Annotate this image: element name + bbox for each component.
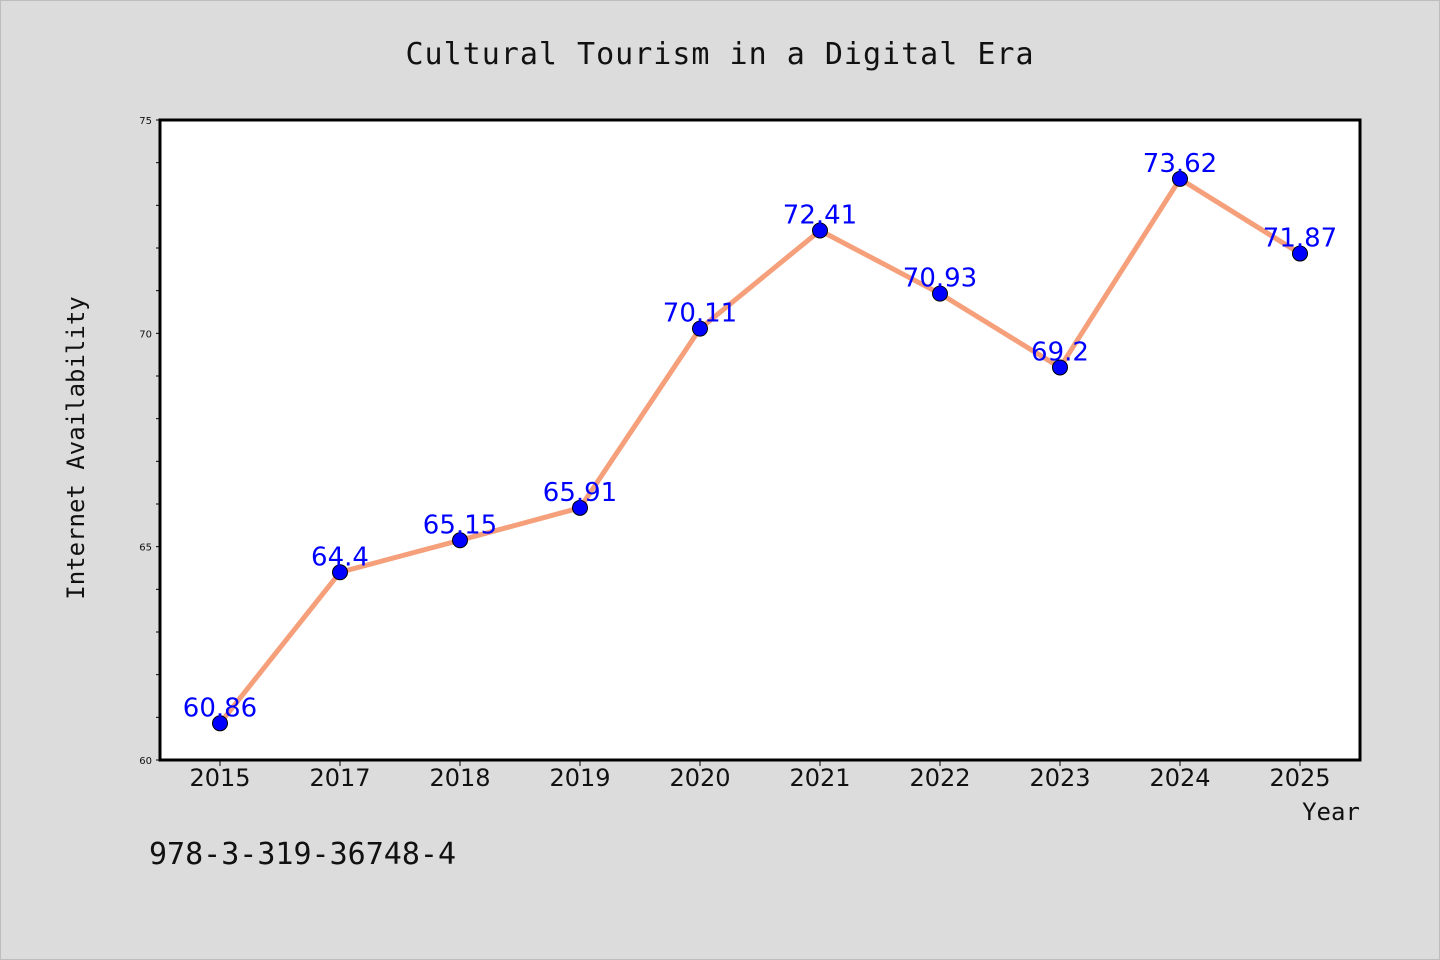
chart-title: Cultural Tourism in a Digital Era	[405, 37, 1034, 72]
data-point	[1172, 170, 1188, 187]
y-tick-label: 70	[139, 329, 152, 340]
data-point	[332, 564, 348, 581]
data-label: 69.2	[1031, 337, 1089, 367]
x-axis-ticks: 2015 2017 2018 2019 2020 2021 2022 2023 2024 2025	[189, 760, 1331, 792]
data-point	[932, 285, 948, 302]
data-markers	[212, 170, 1308, 732]
x-tick-label: 2025	[1269, 764, 1330, 792]
plot-area	[160, 120, 1360, 760]
x-tick-label: 2023	[1029, 764, 1090, 792]
y-tick-label: 65	[139, 543, 152, 554]
footer-code: 978-3-319-36748-4	[149, 837, 456, 872]
data-point	[692, 320, 708, 337]
x-tick-label: 2021	[789, 764, 850, 792]
x-axis-label: Year	[1302, 798, 1360, 826]
x-tick-label: 2020	[669, 764, 730, 792]
data-label: 60.86	[183, 693, 257, 723]
data-label: 65.91	[543, 478, 617, 508]
data-label: 65.15	[423, 510, 497, 540]
x-tick-label: 2017	[309, 764, 370, 792]
data-label: 64.4	[311, 542, 369, 572]
x-tick-label: 2022	[909, 764, 970, 792]
data-label: 70.11	[663, 299, 737, 329]
series-line	[217, 176, 1303, 726]
data-label: 70.93	[903, 264, 977, 294]
y-tick-label: 75	[139, 116, 152, 127]
data-label: 73.62	[1143, 149, 1217, 179]
plot-frame	[158, 118, 1362, 762]
x-tick-label: 2024	[1149, 764, 1210, 792]
x-tick-label: 2015	[189, 764, 250, 792]
data-label: 71.87	[1263, 224, 1337, 254]
data-point	[572, 499, 588, 516]
data-label: 72.41	[783, 201, 857, 231]
data-point	[812, 222, 828, 239]
y-axis-label: Internet Availability	[62, 296, 90, 599]
data-labels: 60.86 64.4 65.15 65.91 70.11 72.41 70.93 69.2 73…	[183, 149, 1337, 723]
data-point	[1052, 359, 1068, 376]
data-point	[452, 532, 468, 549]
y-tick-label: 60	[139, 756, 152, 767]
data-point	[1292, 245, 1308, 262]
data-point	[212, 715, 228, 732]
x-tick-label: 2019	[549, 764, 610, 792]
x-tick-label: 2018	[429, 764, 490, 792]
